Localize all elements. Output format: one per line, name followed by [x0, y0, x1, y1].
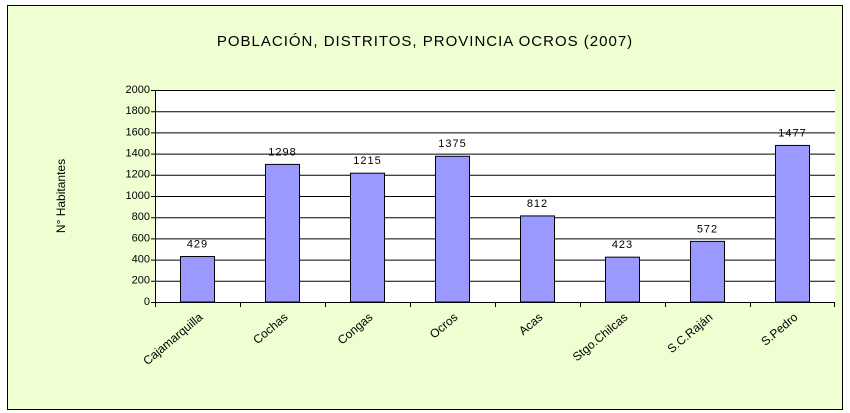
- y-tick-label: 1800: [126, 105, 150, 117]
- value-label: 812: [527, 198, 548, 210]
- value-label: 423: [612, 239, 633, 251]
- y-tick-label: 1000: [126, 190, 150, 202]
- y-tick-label: 1200: [126, 169, 150, 181]
- y-tick-label: 200: [132, 275, 150, 287]
- y-axis-label: N° Habitantes: [54, 159, 68, 233]
- value-label: 1298: [268, 146, 296, 158]
- bar: [180, 256, 215, 303]
- bar: [775, 144, 810, 303]
- bar: [350, 172, 385, 303]
- bar: [265, 163, 300, 303]
- y-tick-label: 400: [132, 254, 150, 266]
- bar: [435, 155, 470, 303]
- y-tick-label: 800: [132, 211, 150, 223]
- chart-title: POBLACIÓN, DISTRITOS, PROVINCIA OCROS (2…: [217, 33, 633, 50]
- y-tick-label: 1400: [126, 148, 150, 160]
- bar: [520, 215, 555, 303]
- y-tick-label: 2000: [126, 84, 150, 96]
- bar: [605, 256, 640, 303]
- value-label: 1375: [438, 138, 466, 150]
- y-tick-label: 1600: [126, 126, 150, 138]
- y-tick-label: 0: [144, 296, 150, 308]
- value-label: 572: [697, 223, 718, 235]
- bar: [690, 240, 725, 303]
- value-label: 1215: [353, 155, 381, 167]
- y-tick-label: 600: [132, 232, 150, 244]
- value-label: 429: [187, 238, 208, 250]
- value-label: 1477: [778, 127, 806, 139]
